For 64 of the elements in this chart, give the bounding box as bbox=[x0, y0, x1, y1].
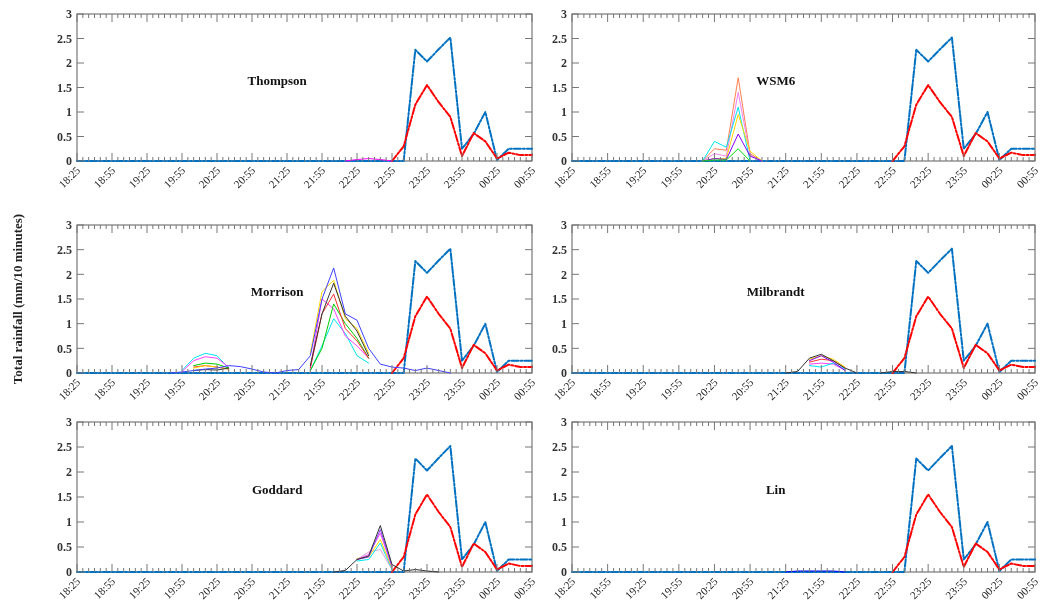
y-axis-title: Total rainfall (mm/10 minutes) bbox=[10, 213, 25, 385]
y-tick-label: 0 bbox=[66, 154, 72, 169]
line-series bbox=[333, 525, 440, 573]
y-tick-label: 3 bbox=[66, 415, 72, 430]
y-tick-label: 1 bbox=[66, 515, 72, 530]
line-series bbox=[571, 36, 1036, 162]
line-series bbox=[391, 295, 533, 374]
text: Morrison bbox=[250, 284, 305, 300]
y-tick-label: 1.5 bbox=[552, 490, 567, 505]
y-tick-label: 0.5 bbox=[552, 129, 567, 144]
line-series bbox=[891, 295, 1036, 374]
y-tick-label: 3 bbox=[66, 7, 72, 22]
y-tick-label: 1.5 bbox=[57, 292, 72, 307]
y-tick-label: 3 bbox=[66, 218, 72, 233]
y-tick-label: 0.5 bbox=[552, 540, 567, 555]
y-tick-label: 2.5 bbox=[57, 440, 72, 455]
y-tick-label: 2.5 bbox=[552, 31, 567, 46]
y-tick-label: 2 bbox=[66, 267, 72, 282]
y-tick-label: 0 bbox=[561, 565, 567, 580]
line-series bbox=[891, 493, 1036, 573]
y-tick-label: 1.5 bbox=[57, 490, 72, 505]
text: Lin bbox=[765, 482, 787, 497]
y-tick-label: 1 bbox=[561, 105, 567, 120]
y-tick-label: 2 bbox=[66, 465, 72, 480]
y-tick-label: 0.5 bbox=[57, 129, 72, 144]
line-series bbox=[391, 493, 533, 573]
line-series bbox=[391, 84, 533, 162]
line-series bbox=[702, 106, 751, 162]
y-tick-label: 1 bbox=[561, 515, 567, 530]
text: Milbrandt bbox=[746, 284, 806, 300]
y-tick-label: 2.5 bbox=[57, 31, 72, 46]
y-tick-label: 2 bbox=[561, 267, 567, 282]
y-tick-label: 0.5 bbox=[57, 540, 72, 555]
y-tick-label: 2 bbox=[561, 56, 567, 71]
y-tick-label: 2.5 bbox=[552, 242, 567, 257]
line-series bbox=[571, 247, 1036, 374]
text: WSM6 bbox=[756, 72, 796, 88]
y-tick-label: 1.5 bbox=[57, 80, 72, 95]
y-tick-label: 0 bbox=[66, 366, 72, 381]
y-tick-label: 2 bbox=[66, 56, 72, 71]
y-tick-label: 2 bbox=[561, 465, 567, 480]
y-tick-label: 0.5 bbox=[552, 341, 567, 356]
y-tick-label: 2.5 bbox=[552, 440, 567, 455]
y-tick-label: 3 bbox=[561, 218, 567, 233]
y-tick-label: 3 bbox=[561, 415, 567, 430]
y-tick-label: 0 bbox=[66, 565, 72, 580]
y-tick-label: 1.5 bbox=[552, 80, 567, 95]
y-tick-label: 0 bbox=[561, 366, 567, 381]
y-tick-label: 0 bbox=[561, 154, 567, 169]
line-series bbox=[891, 84, 1036, 162]
text: Thompson bbox=[247, 72, 308, 88]
y-tick-label: 1 bbox=[66, 105, 72, 120]
y-tick-label: 1 bbox=[66, 316, 72, 331]
line-series bbox=[169, 267, 451, 374]
line-series bbox=[76, 36, 533, 162]
y-tick-label: 0.5 bbox=[57, 341, 72, 356]
line-series bbox=[76, 247, 533, 374]
y-tick-label: 3 bbox=[561, 7, 567, 22]
text: Goddard bbox=[251, 482, 304, 497]
line-series bbox=[76, 445, 533, 573]
line-series bbox=[571, 445, 1036, 573]
y-tick-label: 2.5 bbox=[57, 242, 72, 257]
y-tick-label: 1.5 bbox=[552, 292, 567, 307]
y-tick-label: 1 bbox=[561, 316, 567, 331]
